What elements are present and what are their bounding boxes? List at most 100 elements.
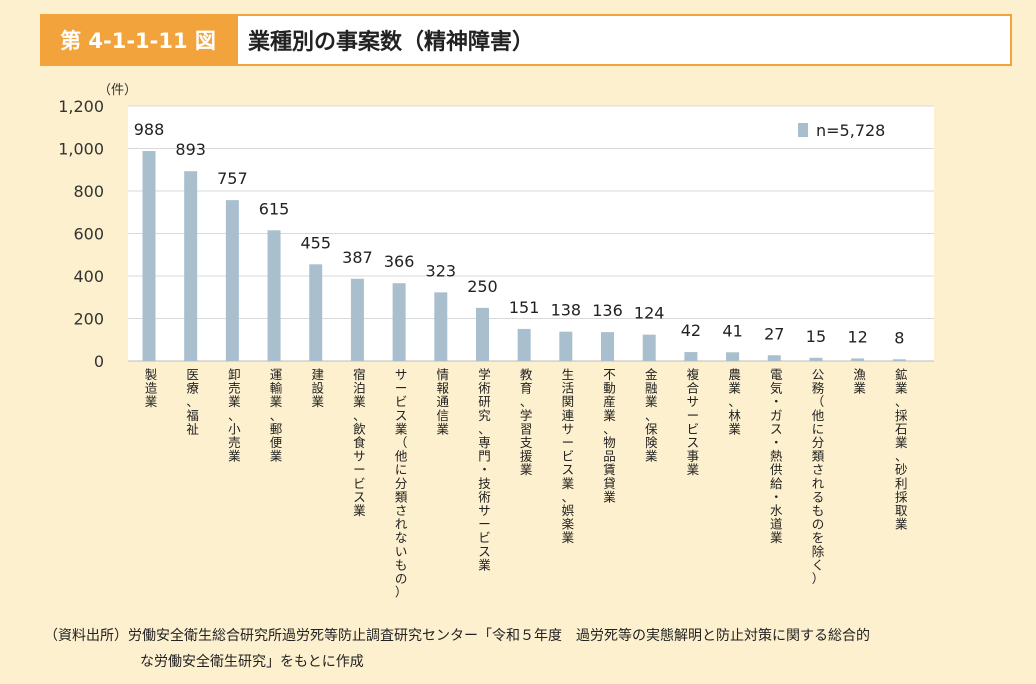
x-tick-label-char: 学 — [520, 408, 533, 423]
x-tick-label-char: も — [812, 503, 825, 518]
data-label: 41 — [722, 321, 742, 340]
x-tick-label-char: 専 — [478, 435, 491, 450]
x-tick-label-char: 研 — [478, 394, 491, 409]
data-label: 42 — [681, 321, 701, 340]
x-tick-label-char: 業 — [895, 517, 908, 532]
data-label: 893 — [175, 140, 206, 159]
x-tick-label-char: 業 — [770, 530, 783, 545]
x-tick-label-char: 楽 — [562, 517, 575, 532]
x-tick-label-char: 業 — [395, 421, 408, 436]
x-tick-label-char: い — [395, 544, 408, 559]
x-tick-label-char: ー — [353, 462, 366, 477]
x-tick-label-char: ス — [687, 435, 700, 450]
x-tick-label-char: ・ — [770, 489, 783, 504]
x-tick-label-char: ス — [353, 489, 366, 504]
data-label: 387 — [342, 248, 373, 267]
x-tick-label-char: 不 — [603, 367, 616, 382]
x-tick-label-char: 通 — [437, 394, 450, 409]
bar — [767, 355, 781, 361]
data-label: 615 — [259, 199, 290, 218]
x-tick-label-char: 給 — [770, 476, 783, 491]
bar — [267, 230, 281, 361]
x-tick-label-char: さ — [395, 503, 408, 518]
x-tick-label-char: 林 — [728, 408, 741, 423]
x-tick-label-char: 関 — [562, 394, 575, 409]
x-tick-label-char: 設 — [311, 381, 324, 396]
x-tick-label-char: 学 — [478, 367, 491, 382]
x-tick-label-char: 連 — [562, 408, 575, 423]
x-tick-label-char: の — [812, 517, 825, 532]
x-tick-label-char: 援 — [520, 449, 533, 464]
y-axis-unit: （件） — [98, 83, 137, 98]
source-line-1: （資料出所）労働安全衛生総合研究所過労死等防止調査研究センター「令和５年度 過労… — [44, 628, 870, 644]
bar — [225, 200, 239, 361]
data-label: 757 — [217, 169, 248, 188]
bar — [684, 352, 698, 361]
x-tick-label-char: ） — [395, 585, 408, 600]
x-tick-label-char: の — [395, 571, 408, 586]
source-note: （資料出所）労働安全衛生総合研究所過労死等防止調査研究センター「令和５年度 過労… — [44, 623, 1014, 675]
x-tick-label-char: 、 — [186, 394, 199, 409]
x-tick-label-char: 製 — [145, 367, 158, 382]
y-tick-label: 400 — [73, 267, 104, 286]
x-tick-label-char: 娯 — [562, 503, 575, 518]
x-tick-label-char: 術 — [478, 381, 491, 396]
data-label: 250 — [467, 277, 498, 296]
x-tick-label-char: 輸 — [270, 381, 283, 396]
x-tick-label-char: 信 — [437, 408, 450, 423]
x-tick-label-char: 業 — [562, 476, 575, 491]
x-tick-label-char: ビ — [478, 530, 491, 545]
bar — [851, 358, 865, 361]
bar — [892, 359, 906, 361]
x-tick-label-char: 業 — [645, 394, 658, 409]
x-tick-label-char: 分 — [395, 476, 408, 491]
x-tick-label-char: ビ — [562, 449, 575, 464]
x-tick-label-char: 業 — [853, 381, 866, 396]
x-tick-label-char: く — [812, 557, 825, 572]
x-tick-label-char: 供 — [770, 462, 783, 477]
x-tick-label-char: 業 — [562, 530, 575, 545]
x-tick-label-char: 物 — [603, 435, 616, 450]
x-tick-label-char: に — [812, 421, 825, 436]
x-tick-label-char: 砂 — [895, 462, 908, 477]
x-tick-label-char: 融 — [645, 381, 658, 396]
x-tick-label-char: 、 — [520, 394, 533, 409]
data-label: 12 — [847, 327, 867, 346]
x-tick-label-char: ー — [478, 517, 491, 532]
x-tick-label-char: 、 — [895, 449, 908, 464]
x-tick-label-char: 除 — [812, 544, 825, 559]
data-label: 8 — [894, 328, 904, 347]
x-tick-label-char: 売 — [228, 381, 241, 396]
x-tick-label-char: 漁 — [853, 367, 866, 382]
x-tick-label-char: 業 — [520, 462, 533, 477]
x-tick-label-char: 賃 — [603, 462, 616, 477]
x-tick-label-char: サ — [687, 394, 700, 409]
legend-swatch — [798, 123, 808, 137]
x-tick-label-char: を — [812, 530, 825, 545]
bar — [601, 332, 615, 361]
x-tick-label-char: 熱 — [770, 449, 783, 464]
x-tick-label-char: 泊 — [353, 381, 366, 396]
x-tick-label-char: 合 — [687, 381, 700, 396]
x-tick-label-char: 産 — [603, 394, 616, 409]
x-tick-label-char: 動 — [603, 381, 616, 396]
figure-number: 第 4-1-1-11 図 — [40, 14, 236, 66]
x-tick-label-char: 習 — [520, 421, 533, 436]
x-tick-label-char: 気 — [770, 381, 783, 396]
y-tick-label: 800 — [73, 182, 104, 201]
x-tick-label-char: 門 — [478, 449, 491, 464]
x-tick-label-char: 、 — [728, 394, 741, 409]
x-tick-label-char: 便 — [270, 435, 283, 450]
x-tick-label-char: 業 — [895, 381, 908, 396]
x-tick-label-char: 業 — [728, 381, 741, 396]
x-tick-label-char: 務 — [812, 381, 825, 396]
x-tick-label-char: 金 — [645, 367, 658, 382]
x-tick-label-char: サ — [478, 503, 491, 518]
x-tick-label-char: ス — [562, 462, 575, 477]
x-tick-label-char: 技 — [478, 476, 491, 491]
x-tick-label-char: 類 — [395, 489, 408, 504]
x-tick-label-char: 運 — [270, 367, 283, 382]
x-tick-label-char: 業 — [353, 503, 366, 518]
x-tick-label-char: 業 — [603, 408, 616, 423]
x-tick-label-char: 業 — [687, 462, 700, 477]
